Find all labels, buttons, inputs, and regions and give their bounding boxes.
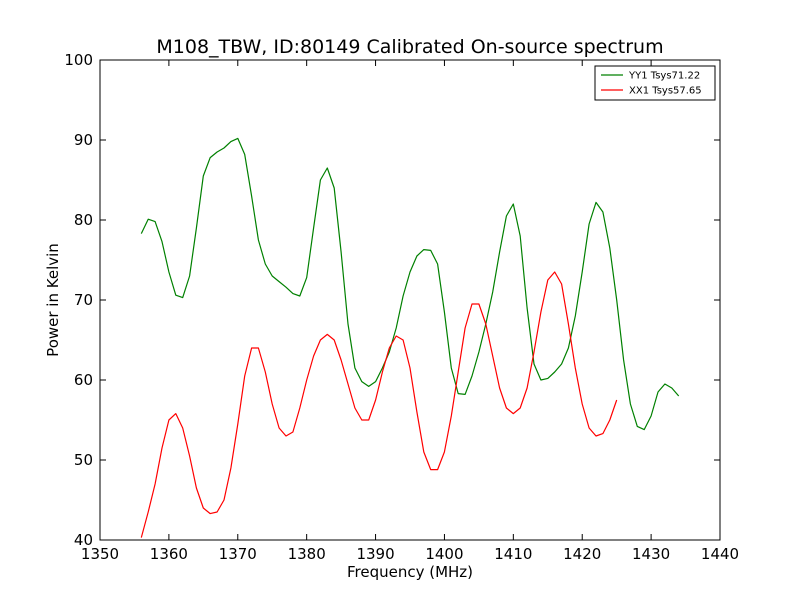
legend: YY1 Tsys71.22 XX1 Tsys57.65: [594, 65, 716, 101]
y-tick-label: 80: [74, 211, 93, 229]
legend-label-1: YY1 Tsys71.22: [628, 71, 700, 82]
y-axis-label: Power in Kelvin: [44, 243, 62, 357]
legend-label-2: XX1 Tsys57.65: [629, 86, 702, 97]
x-tick-label: 1380: [288, 545, 326, 563]
x-tick-label: 1410: [494, 545, 532, 563]
y-tick-label: 60: [74, 371, 93, 389]
y-tick-label: 50: [74, 451, 93, 469]
x-tick-label: 1390: [356, 545, 394, 563]
legend-box: [594, 65, 716, 101]
chart-title: M108_TBW, ID:80149 Calibrated On-source …: [156, 36, 663, 58]
x-axis-label: Frequency (MHz): [347, 563, 473, 581]
y-tick-label: 100: [64, 51, 93, 69]
series-layer: [140, 137, 680, 538]
x-tick-label: 1420: [563, 545, 601, 563]
x-tick-label: 1360: [150, 545, 188, 563]
x-tick-label: 1350: [81, 545, 119, 563]
x-tick-label: 1370: [219, 545, 257, 563]
series-line-2: [140, 271, 618, 538]
x-tick-label: 1430: [632, 545, 670, 563]
y-tick-label: 70: [74, 291, 93, 309]
series-line-1: [140, 137, 680, 431]
x-tick-label: 1440: [701, 545, 739, 563]
plot-frame: [99, 59, 721, 541]
x-tick-label: 1400: [425, 545, 463, 563]
y-tick-label: 40: [74, 531, 93, 549]
y-tick-label: 90: [74, 131, 93, 149]
ticks-layer: 1350 1360 1370 1380 1390 1400 1410 1420 1430 1440…: [64, 51, 739, 563]
